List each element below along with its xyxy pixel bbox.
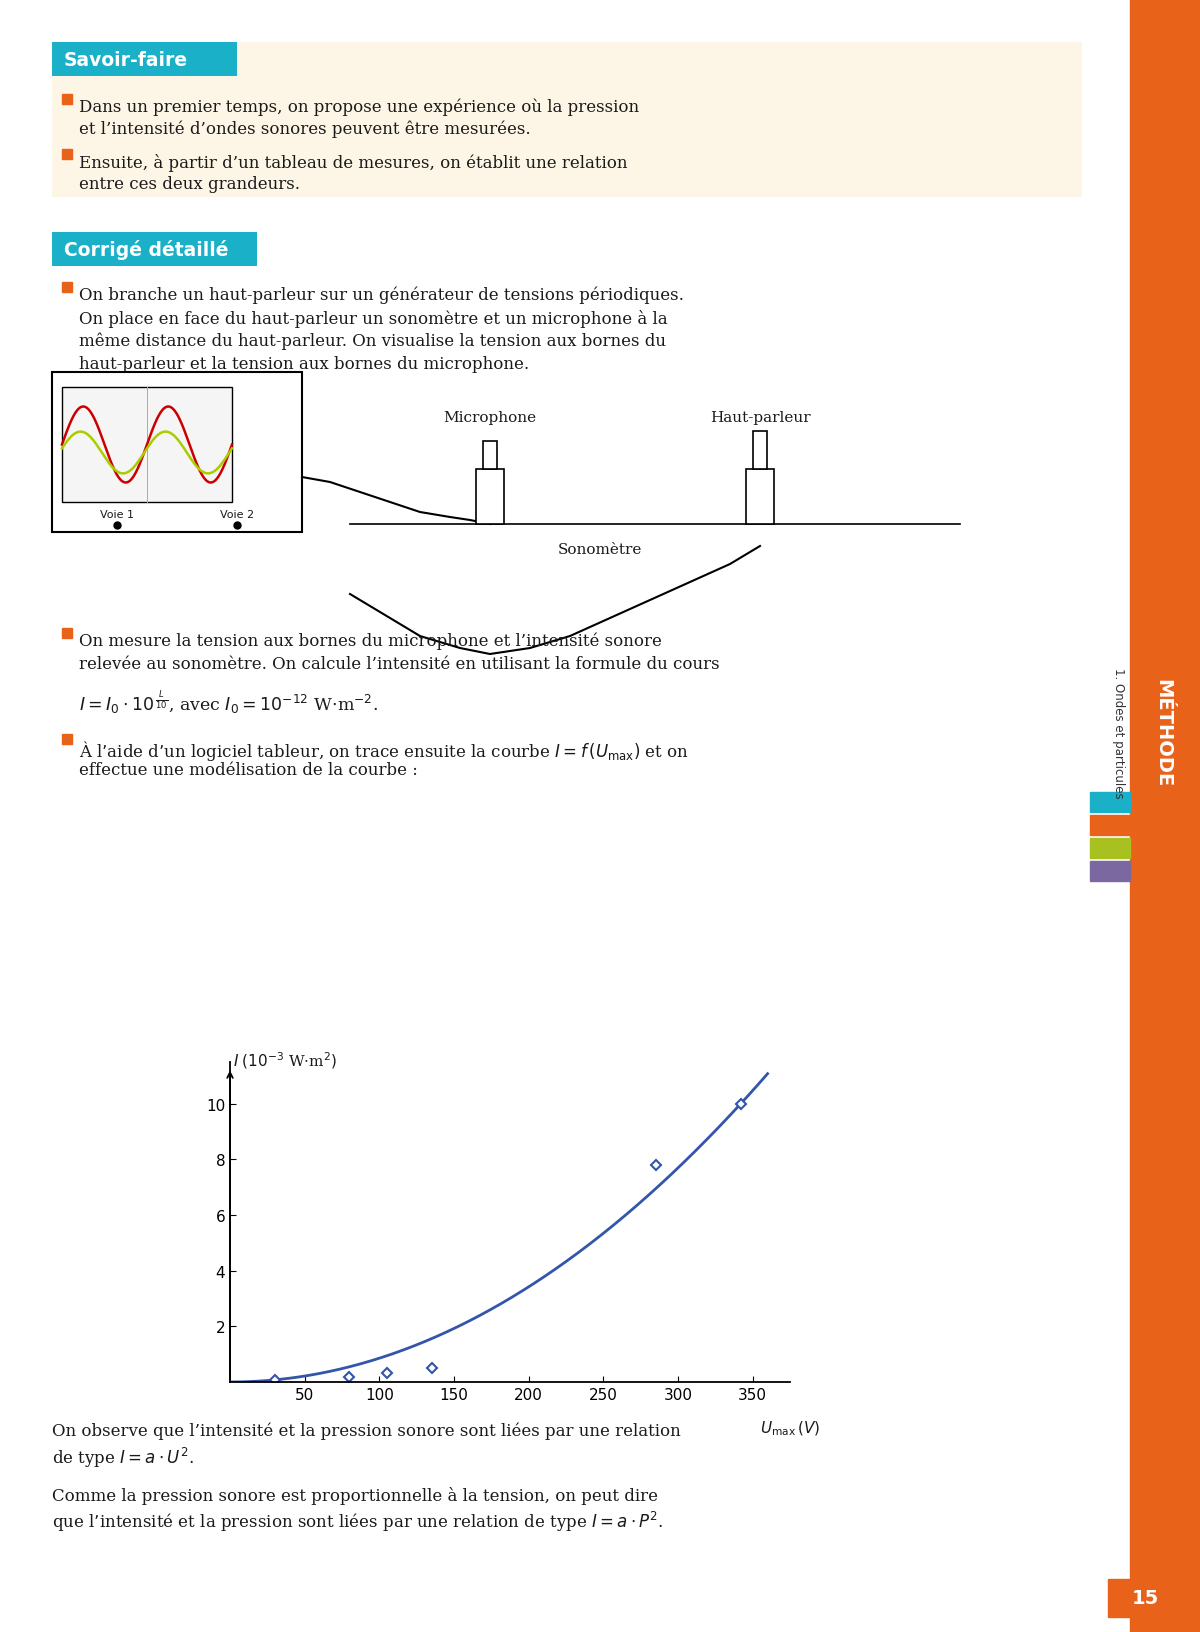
Bar [52,42,238,77]
Text: Savoir-faire: Savoir-faire [64,51,188,70]
Bar [1108,1580,1183,1617]
Bar [62,95,72,104]
Text: Comme la pression sonore est proportionnelle à la tension, on peut dire: Comme la pression sonore est proportionn… [52,1487,658,1505]
Text: À l’aide d’un logiciel tableur, on trace ensuite la courbe $I = f\,(U_{\mathrm{m: À l’aide d’un logiciel tableur, on trace… [79,739,689,762]
Bar [62,282,72,292]
Bar [62,388,232,503]
Bar [52,372,302,532]
Bar [62,150,72,160]
Text: et l’intensité d’ondes sonores peuvent être mesurées.: et l’intensité d’ondes sonores peuvent ê… [79,121,530,139]
Text: 15: 15 [1132,1588,1159,1608]
Bar [62,628,72,638]
Bar [62,734,72,744]
Text: Voie 1: Voie 1 [100,509,134,519]
Text: On mesure la tension aux bornes du microphone et l’intensité sonore: On mesure la tension aux bornes du micro… [79,633,662,650]
Text: Corrigé détaillé: Corrigé détaillé [64,240,228,259]
Bar [1090,793,1130,813]
Bar [476,470,504,524]
Bar [1090,839,1130,858]
Text: Haut-parleur: Haut-parleur [709,411,810,424]
Text: même distance du haut-parleur. On visualise la tension aux bornes du: même distance du haut-parleur. On visual… [79,333,666,351]
Text: $U_{\mathrm{max}}\,(V)$: $U_{\mathrm{max}}\,(V)$ [760,1418,821,1436]
Bar [746,470,774,524]
Text: $I = I_0 \cdot 10^{\,\frac{L}{10}}$, avec $I_0 = 10^{-12}$ W$\cdot$m$^{-2}$.: $I = I_0 \cdot 10^{\,\frac{L}{10}}$, ave… [79,689,378,715]
Text: $I\;(10^{-3}$ W$\cdot$m$^{2})$: $I\;(10^{-3}$ W$\cdot$m$^{2})$ [233,1049,337,1071]
Bar [1090,816,1130,836]
Text: effectue une modélisation de la courbe :: effectue une modélisation de la courbe : [79,762,418,778]
Bar [52,233,257,268]
Text: entre ces deux grandeurs.: entre ces deux grandeurs. [79,176,300,193]
Text: 1. Ondes et particules: 1. Ondes et particules [1111,667,1124,798]
Text: MÉTHODE: MÉTHODE [1153,679,1172,787]
Text: haut-parleur et la tension aux bornes du microphone.: haut-parleur et la tension aux bornes du… [79,356,529,372]
Text: Ensuite, à partir d’un tableau de mesures, on établit une relation: Ensuite, à partir d’un tableau de mesure… [79,153,628,171]
Bar [1090,862,1130,881]
Text: On branche un haut-parleur sur un générateur de tensions périodiques.: On branche un haut-parleur sur un généra… [79,287,684,304]
Bar [754,432,767,470]
Text: Sonomètre: Sonomètre [558,543,642,557]
Text: Dans un premier temps, on propose une expérience où la pression: Dans un premier temps, on propose une ex… [79,100,640,116]
Text: On observe que l’intensité et la pression sonore sont liées par une relation: On observe que l’intensité et la pressio… [52,1421,680,1439]
Text: Microphone: Microphone [444,411,536,424]
Text: relevée au sonomètre. On calcule l’intensité en utilisant la formule du cours: relevée au sonomètre. On calcule l’inten… [79,656,720,672]
Text: Voie 2: Voie 2 [220,509,254,519]
Text: de type $I = a\cdot U^2$.: de type $I = a\cdot U^2$. [52,1444,194,1469]
Bar [482,442,497,470]
Text: On place en face du haut-parleur un sonomètre et un microphone à la: On place en face du haut-parleur un sono… [79,310,667,328]
Bar [1130,0,1200,1632]
Bar [52,42,1082,197]
Text: que l’intensité et la pression sont liées par une relation de type $I = a\cdot P: que l’intensité et la pression sont liée… [52,1510,664,1532]
